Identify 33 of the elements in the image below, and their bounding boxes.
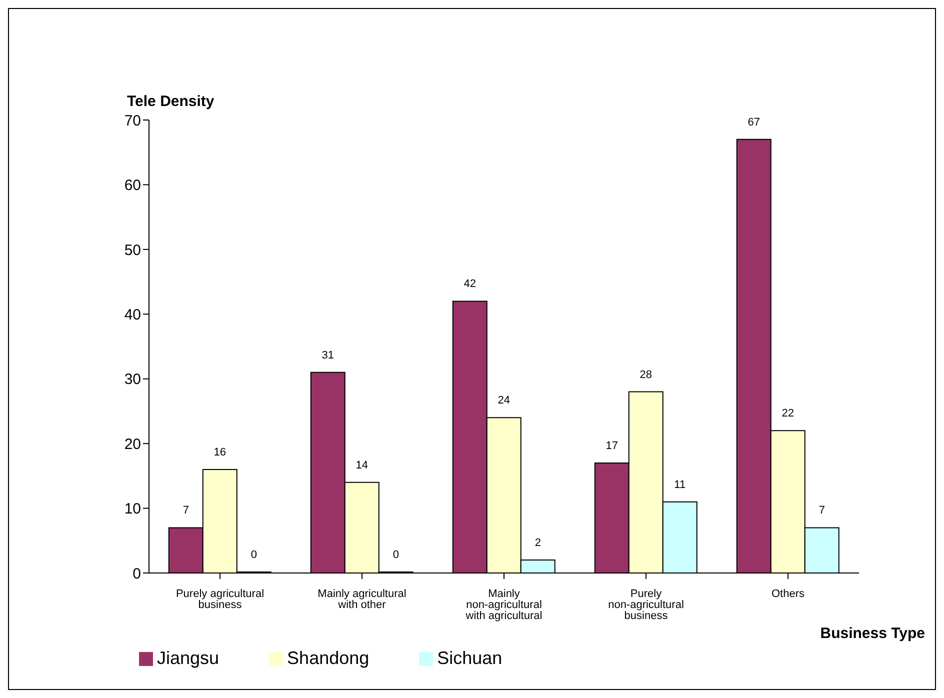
y-tick-label: 30 (124, 371, 141, 388)
data-label: 17 (606, 440, 618, 452)
data-label: 22 (782, 408, 794, 420)
data-label: 24 (498, 394, 510, 407)
x-tick-label: Others (771, 588, 806, 600)
y-tick-label: 60 (124, 177, 141, 194)
data-label: 2 (534, 537, 541, 550)
x-tick-label: Mainly non-agricultural with agricultural (464, 588, 542, 622)
x-axis-title: Business Type (820, 625, 925, 642)
legend-label: Jiangsu (157, 648, 220, 668)
data-label: 7 (818, 504, 825, 517)
data-label: 16 (214, 446, 226, 458)
legend-label: Shandong (287, 648, 370, 668)
y-tick-label: 20 (124, 436, 141, 453)
data-label: 14 (356, 459, 368, 472)
data-label: 42 (464, 278, 476, 290)
x-tick-label: Mainly agricultural with other (318, 588, 406, 611)
y-tick-label: 40 (124, 306, 141, 324)
legend-label: Sichuan (437, 648, 502, 668)
x-tick-label: Purely non-agricultural business (608, 588, 684, 622)
y-tick-label: 70 (124, 112, 141, 130)
y-axis-title: Tele Density (127, 93, 214, 110)
data-label: 67 (748, 116, 760, 128)
data-label: 0 (392, 549, 399, 561)
data-label: 31 (322, 349, 334, 362)
data-label: 7 (182, 504, 189, 517)
y-tick-label: 50 (124, 242, 141, 259)
data-label: 28 (640, 368, 652, 381)
x-tick-label: Purely agricultural business (176, 588, 264, 611)
y-tick-label: 0 (132, 565, 141, 582)
y-tick-label: 10 (124, 500, 141, 518)
data-label: 11 (674, 478, 686, 491)
data-label: 0 (250, 549, 257, 561)
